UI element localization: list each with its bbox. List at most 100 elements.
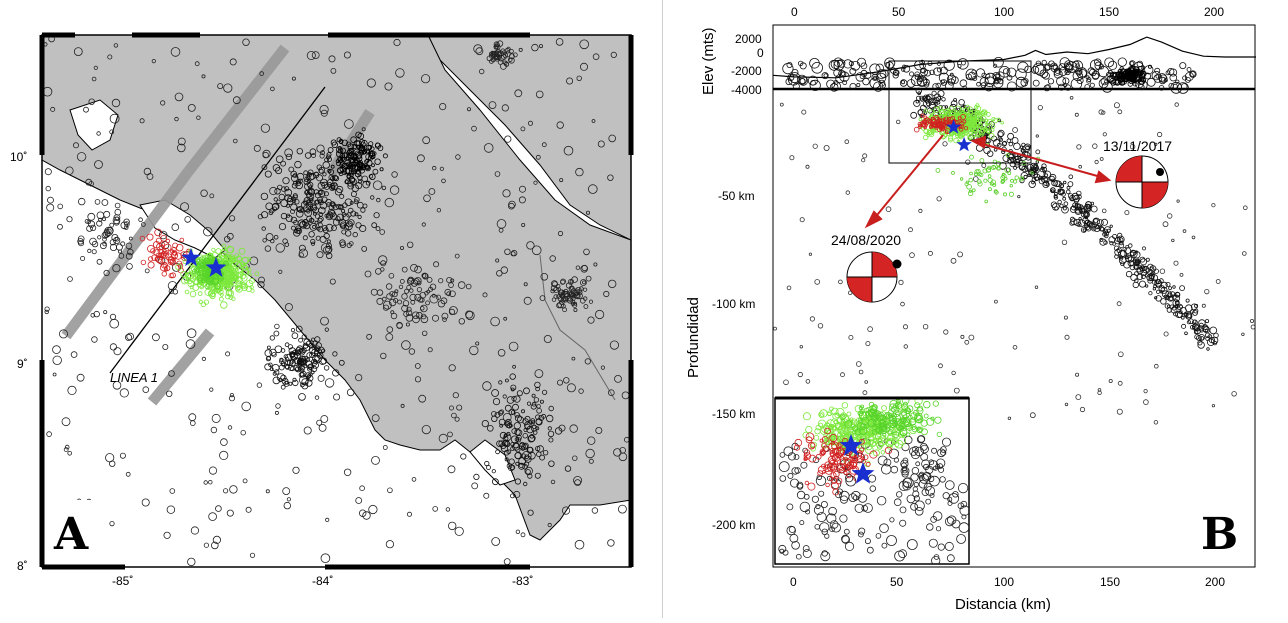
section-event-green <box>1005 153 1010 158</box>
inset-event-green <box>882 432 887 437</box>
map-event <box>421 222 426 227</box>
section-event <box>1017 195 1021 199</box>
inset-event <box>788 526 796 533</box>
map-event <box>342 202 348 208</box>
inset-event <box>779 475 787 482</box>
map-event <box>515 461 520 466</box>
map-event <box>522 433 528 439</box>
map-event <box>498 440 505 447</box>
map-event <box>103 310 108 315</box>
map-event-red <box>161 271 167 277</box>
section-event-green <box>974 109 981 116</box>
map-event <box>573 307 578 312</box>
map-event <box>416 154 425 163</box>
map-event <box>427 347 433 353</box>
map-event <box>322 227 329 234</box>
map-event <box>541 389 548 395</box>
map-event <box>280 374 287 382</box>
section-event <box>1171 305 1177 311</box>
section-event-red <box>944 130 949 134</box>
section-event <box>1063 315 1068 320</box>
map-event <box>316 226 321 231</box>
inset-event <box>902 477 914 489</box>
inset-event <box>899 519 907 527</box>
map-event <box>297 360 302 365</box>
inset-event-green <box>886 437 895 446</box>
section-event <box>862 153 868 159</box>
map-event <box>357 175 363 181</box>
map-event <box>618 452 628 462</box>
event-star-2 <box>205 257 227 277</box>
map-event <box>422 136 431 145</box>
inset-event <box>914 506 924 516</box>
section-event <box>799 345 803 349</box>
map-event <box>570 301 576 306</box>
section-event <box>1182 229 1187 233</box>
section-event-green <box>1002 192 1007 197</box>
section-event <box>1175 310 1183 318</box>
section-event-shallow <box>946 74 957 84</box>
map-event <box>318 423 327 432</box>
map-event <box>564 465 572 472</box>
map-event-green <box>225 289 233 297</box>
map-event <box>245 506 252 513</box>
inset-event <box>854 503 864 513</box>
inset-event <box>928 459 935 466</box>
map-event <box>326 252 333 259</box>
map-event <box>291 76 296 81</box>
map-event <box>158 230 168 240</box>
map-event-red <box>164 265 171 272</box>
map-event <box>319 201 328 210</box>
map-event <box>188 413 197 422</box>
map-event <box>63 447 69 453</box>
map-event <box>262 151 269 159</box>
panel-b: 0 50 100 150 200 24/0 <box>663 0 1288 618</box>
map-event <box>119 388 129 398</box>
map-event <box>338 359 345 366</box>
inset-event-red <box>829 477 834 482</box>
section-event <box>895 119 901 125</box>
section-event-green <box>973 119 980 125</box>
map-event-green <box>185 272 192 279</box>
section-event-green <box>1001 178 1006 183</box>
section-event-red <box>928 125 933 129</box>
inset-event-red <box>824 427 831 435</box>
inset-event-green <box>897 436 907 446</box>
section-event <box>1074 112 1079 117</box>
section-event-shallow <box>1094 58 1102 66</box>
map-event <box>299 372 306 378</box>
inset-event <box>957 502 965 510</box>
map-event <box>575 265 581 270</box>
map-event <box>523 282 528 287</box>
map-event <box>405 309 413 316</box>
map-event <box>531 43 539 52</box>
elev-tick-m2000: -2000 <box>731 64 762 78</box>
section-event <box>1041 166 1047 172</box>
map-event-red <box>167 258 174 265</box>
map-event <box>203 542 209 548</box>
arrows <box>864 134 1112 229</box>
inset-event <box>942 492 950 500</box>
map-event <box>359 224 367 233</box>
map-event <box>223 83 233 93</box>
map-event <box>96 131 101 136</box>
section-event <box>1192 323 1199 331</box>
section-event-green <box>956 112 963 119</box>
map-event <box>486 55 493 62</box>
map-event <box>579 39 589 50</box>
section-event-green <box>967 135 972 141</box>
section-event <box>942 141 948 147</box>
section-event-green <box>984 199 989 204</box>
section-event-green <box>986 119 993 125</box>
section-event <box>1090 205 1098 213</box>
map-event-green <box>240 274 248 282</box>
inset-event-red <box>830 451 837 458</box>
section-event-shallow <box>959 79 968 87</box>
inset-event-red <box>830 472 837 479</box>
map-event-red <box>165 238 171 244</box>
map-event <box>160 100 166 106</box>
map-event-red <box>148 256 154 262</box>
section-event <box>1166 307 1172 313</box>
section-event-shallow <box>1043 64 1051 72</box>
section-event-shallow <box>1084 84 1091 90</box>
